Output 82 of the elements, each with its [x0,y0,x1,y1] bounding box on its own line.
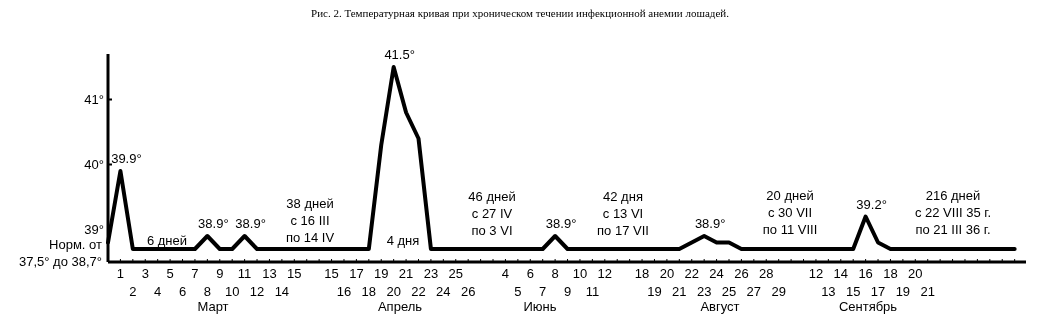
x-tick-label: 1 [116,266,125,281]
annotation: 216 дней с 22 VIII 35 г. по 21 III 36 г. [914,188,992,237]
x-tick-label: 13 [821,284,836,299]
chart-title: Рис. 2. Температурная кривая при хроническом течении инфекционной анемии лошадей. [311,7,730,19]
x-tick-label: 13 [262,266,277,281]
x-tick-label: 15 [324,266,339,281]
annotation: 4 дня [386,233,420,248]
text: Август [700,299,740,314]
data-label: 38.9° [198,216,229,231]
x-tick-label: 11 [585,284,600,299]
x-tick-label: 27 [746,284,762,299]
x-tick-label: 19 [647,284,662,299]
x-tick-label: 19 [895,284,911,299]
x-tick-label: 19 [374,266,389,281]
x-tick-label: 14 [833,266,849,281]
x-tick-label: 7 [191,266,199,281]
x-tick-label: 21 [672,284,687,299]
annotation: 38 дней с 16 III по 14 IV [285,196,335,245]
x-tick-label: 16 [858,266,873,281]
x-tick-label: 24 [436,284,451,299]
x-tick-label: 11 [237,266,252,281]
data-label: 41.5° [384,47,415,62]
x-tick-label: 3 [141,266,149,281]
data-label: 38.9° [235,216,266,231]
x-tick-label: 17 [349,266,364,281]
x-tick-label: 18 [361,284,377,299]
x-tick-label: 12 [808,266,824,281]
x-tick-label: 20 [659,266,675,281]
text: Март [197,299,229,314]
x-tick-label: 12 [597,266,613,281]
x-tick-label: 18 [883,266,898,281]
x-tick-label: 29 [771,284,786,299]
x-tick-label: 18 [634,266,650,281]
text: Норм. от 37,5° до 38,7° [18,237,103,269]
x-tick-label: 21 [920,284,935,299]
x-tick-label: 26 [734,266,749,281]
x-tick-label: 8 [203,284,211,299]
x-tick-label: 6 [526,266,534,281]
y-tick-label: 40° [84,157,104,173]
y-tick-label: 41° [84,92,104,108]
x-tick-label: 25 [448,266,463,281]
y-tick-label: 39° [84,222,104,238]
text: Апрель [377,299,423,314]
x-tick-label: 5 [166,266,174,281]
x-tick-label: 17 [870,284,886,299]
x-tick-label: 9 [563,284,572,299]
x-tick-label: 4 [154,284,162,299]
x-tick-label: 2 [129,284,137,299]
text: Июнь [523,299,557,314]
data-label: 38.9° [545,216,577,231]
annotation: 20 дней с 30 VII по 11 VIII [762,188,818,237]
x-tick-label: 25 [721,284,737,299]
x-tick-label: 21 [398,266,414,281]
data-label: 39.9° [111,151,142,166]
x-tick-label: 22 [411,284,426,299]
annotation: 46 дней с 27 IV по 3 VI [468,189,516,238]
x-tick-label: 22 [684,266,699,281]
x-tick-label: 7 [539,284,547,299]
x-tick-label: 10 [572,266,588,281]
data-label: 38.9° [694,216,726,231]
x-tick-label: 20 [908,266,923,281]
x-tick-label: 4 [501,266,510,281]
x-tick-label: 24 [709,266,724,281]
x-tick-label: 15 [845,284,861,299]
x-tick-label: 8 [551,266,559,281]
x-tick-label: 6 [178,284,187,299]
x-tick-label: 23 [696,284,712,299]
data-label: 39.2° [856,196,887,212]
text: Сентябрь [838,299,898,314]
x-tick-label: 28 [759,266,774,281]
x-tick-label: 20 [386,284,401,299]
annotation: 6 дней [146,233,188,248]
x-tick-label: 14 [274,284,290,299]
x-tick-label: 5 [514,284,522,299]
x-tick-label: 10 [224,284,240,299]
x-tick-label: 26 [460,284,476,299]
x-tick-label: 15 [287,266,302,281]
x-tick-label: 12 [249,284,265,299]
x-tick-label: 9 [216,266,224,281]
annotation: 42 дня с 13 VI по 17 VII [597,189,649,238]
x-tick-label: 23 [423,266,439,281]
x-tick-label: 16 [336,284,352,299]
